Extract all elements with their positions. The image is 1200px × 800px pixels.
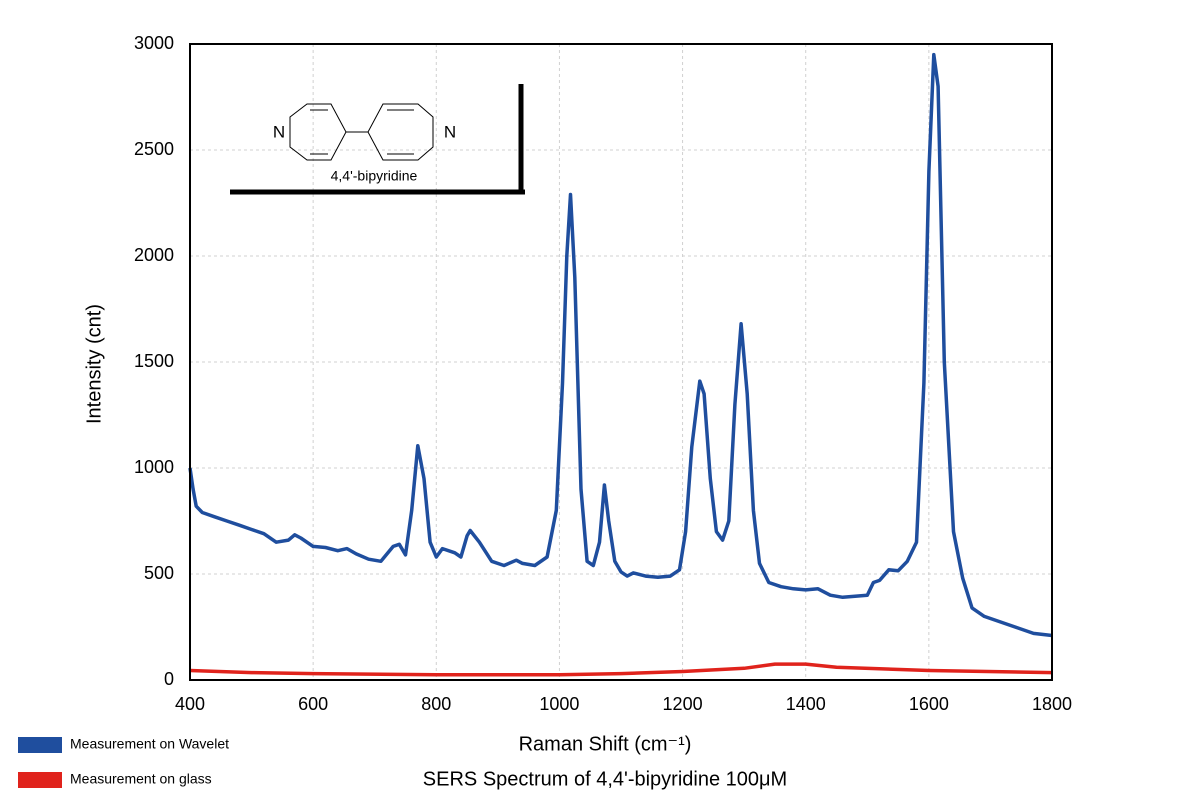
series-line: [189, 662, 1053, 677]
y-axis-label: Intensity (cnt): [83, 304, 105, 424]
y-tick-label: 2000: [134, 245, 174, 265]
y-tick-label: 1000: [134, 457, 174, 477]
y-tick-label: 0: [164, 669, 174, 689]
y-tick-label: 2500: [134, 139, 174, 159]
x-tick-label: 1000: [539, 694, 579, 714]
x-tick-label: 1200: [663, 694, 703, 714]
y-tick-label: 1500: [134, 351, 174, 371]
legend-swatch: [18, 772, 62, 788]
x-tick-label: 1800: [1032, 694, 1072, 714]
plot-frame: [189, 43, 1053, 681]
chart-title: SERS Spectrum of 4,4'-bipyridine 100μM: [423, 768, 787, 790]
y-tick-label: 500: [144, 563, 174, 583]
y-tick-label: 3000: [134, 33, 174, 53]
inset: [230, 84, 525, 195]
x-tick-label: 1400: [786, 694, 826, 714]
x-tick-label: 1600: [909, 694, 949, 714]
lines: [188, 52, 1053, 677]
atom-label: N: [273, 122, 285, 141]
x-tick-label: 400: [175, 694, 205, 714]
x-tick-label: 600: [298, 694, 328, 714]
x-axis-label: Raman Shift (cm⁻¹): [519, 733, 692, 755]
legend-label: Measurement on Wavelet: [70, 736, 229, 752]
inset-caption: 4,4'-bipyridine: [331, 168, 418, 184]
legend-label: Measurement on glass: [70, 771, 212, 787]
x-tick-label: 800: [421, 694, 451, 714]
atom-label: N: [444, 122, 456, 141]
legend-swatch: [18, 737, 62, 753]
series-line: [188, 52, 1053, 638]
legend: Measurement on Wavelet Measurement on gla…: [18, 736, 229, 788]
